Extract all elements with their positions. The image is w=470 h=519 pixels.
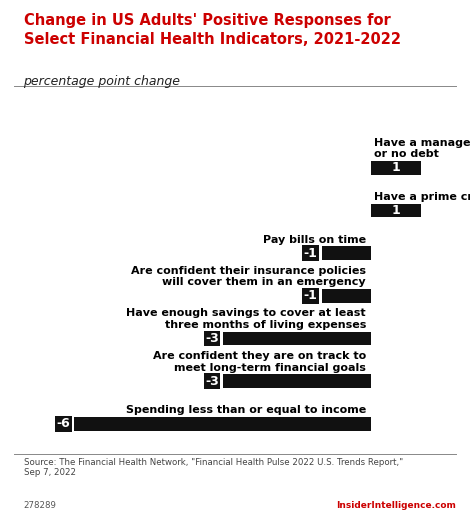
Text: percentage point change: percentage point change: [24, 75, 180, 88]
Text: Have enough savings to cover at least
three months of living expenses: Have enough savings to cover at least th…: [126, 308, 366, 330]
Bar: [321, 247, 371, 260]
Text: -1: -1: [304, 247, 318, 260]
Text: -1: -1: [304, 289, 318, 303]
Text: Are confident their insurance policies
will cover them in an emergency: Are confident their insurance policies w…: [131, 266, 366, 288]
Text: -3: -3: [205, 332, 219, 345]
Text: 1: 1: [392, 161, 400, 174]
Bar: [371, 161, 421, 175]
Text: Change in US Adults' Positive Responses for
Select Financial Health Indicators, : Change in US Adults' Positive Responses …: [24, 13, 400, 47]
Bar: [223, 332, 371, 345]
Bar: [321, 289, 371, 303]
Text: Have a prime credit score: Have a prime credit score: [374, 192, 470, 202]
Text: Have a manageable amount of debt
or no debt: Have a manageable amount of debt or no d…: [374, 138, 470, 159]
Text: -6: -6: [56, 417, 70, 430]
Text: Pay bills on time: Pay bills on time: [263, 235, 366, 244]
Text: Source: The Financial Health Network, "Financial Health Pulse 2022 U.S. Trends R: Source: The Financial Health Network, "F…: [24, 458, 403, 477]
Text: 1: 1: [392, 204, 400, 217]
Text: Are confident they are on track to
meet long-term financial goals: Are confident they are on track to meet …: [153, 351, 366, 373]
Bar: [74, 417, 371, 431]
Bar: [371, 203, 421, 217]
Text: Spending less than or equal to income: Spending less than or equal to income: [126, 405, 366, 415]
Text: -3: -3: [205, 375, 219, 388]
Text: 278289: 278289: [24, 501, 56, 510]
Text: InsiderIntelligence.com: InsiderIntelligence.com: [336, 501, 456, 510]
Bar: [223, 374, 371, 388]
